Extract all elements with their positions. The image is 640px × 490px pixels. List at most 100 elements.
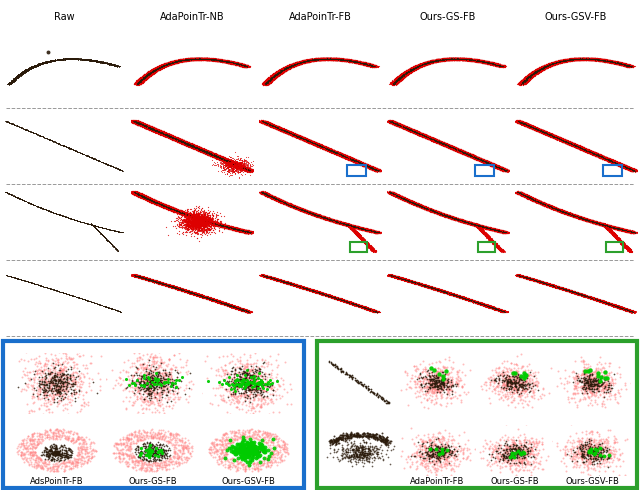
Point <box>239 163 249 171</box>
Point <box>63 214 73 221</box>
Point <box>331 293 341 301</box>
Point <box>302 138 312 146</box>
Point <box>517 77 527 85</box>
Point <box>355 302 365 310</box>
Point <box>518 454 529 462</box>
Point <box>285 200 295 208</box>
Point <box>200 55 210 63</box>
Point <box>358 225 369 233</box>
Point <box>386 118 396 126</box>
Point <box>494 61 504 69</box>
Point <box>239 226 249 234</box>
Point <box>595 151 605 159</box>
Point <box>566 287 576 295</box>
Point <box>602 56 612 64</box>
Point <box>532 125 542 133</box>
Point <box>13 122 24 130</box>
Point <box>170 136 180 144</box>
Point <box>246 433 257 441</box>
Point <box>214 298 225 306</box>
Point <box>532 68 542 76</box>
Point <box>388 118 399 126</box>
Point <box>465 55 475 63</box>
Point <box>559 208 570 216</box>
Point <box>172 57 182 65</box>
Point <box>236 453 246 461</box>
Point <box>207 296 217 304</box>
Point <box>520 119 531 127</box>
Point <box>144 196 154 203</box>
Point <box>376 434 386 441</box>
Point <box>268 72 278 80</box>
Point <box>452 216 463 223</box>
Point <box>455 215 465 223</box>
Point <box>429 58 440 66</box>
Point <box>447 214 458 221</box>
Point <box>140 74 150 82</box>
Point <box>572 213 582 221</box>
Point <box>211 154 221 162</box>
Point <box>281 198 291 206</box>
Point <box>463 218 474 226</box>
Point <box>589 217 599 224</box>
Point <box>602 57 612 65</box>
Point <box>388 272 399 280</box>
Point <box>367 62 377 70</box>
Point <box>438 379 449 387</box>
Point <box>230 225 241 233</box>
Point <box>162 59 172 67</box>
Point <box>275 70 285 77</box>
Point <box>423 443 433 451</box>
Point <box>9 192 19 200</box>
Point <box>262 78 273 86</box>
Point <box>573 435 583 442</box>
Point <box>519 120 529 128</box>
Point <box>278 278 289 286</box>
Point <box>294 283 304 291</box>
Point <box>445 144 456 152</box>
Point <box>172 136 182 144</box>
Point <box>520 192 530 200</box>
Point <box>355 232 365 240</box>
Point <box>529 73 539 80</box>
Point <box>582 147 592 155</box>
Point <box>529 125 539 133</box>
Point <box>134 78 144 86</box>
Point <box>276 276 286 284</box>
Point <box>222 300 232 308</box>
Point <box>465 151 476 159</box>
Point <box>216 372 227 380</box>
Point <box>328 54 339 62</box>
Point <box>330 149 340 157</box>
Point <box>558 135 568 143</box>
Point <box>438 140 449 147</box>
Point <box>444 56 454 64</box>
Point <box>210 55 220 63</box>
Point <box>308 210 318 218</box>
Point <box>257 119 268 127</box>
Point <box>239 62 250 70</box>
Point <box>149 276 159 284</box>
Point <box>457 217 467 225</box>
Point <box>365 165 376 173</box>
Point <box>204 150 214 158</box>
Point <box>463 296 474 304</box>
Point <box>333 55 343 63</box>
Point <box>152 129 163 137</box>
Point <box>320 144 330 151</box>
Point <box>218 154 228 162</box>
Point <box>460 150 470 158</box>
Point <box>470 153 481 161</box>
Point <box>187 55 197 63</box>
Point <box>514 118 524 126</box>
Point <box>370 165 380 173</box>
Point <box>302 56 312 64</box>
Point <box>198 216 209 223</box>
Point <box>239 166 250 173</box>
Point <box>156 65 166 73</box>
Point <box>416 281 426 289</box>
Point <box>442 442 452 450</box>
Point <box>437 56 447 64</box>
Point <box>570 288 580 296</box>
Point <box>607 58 617 66</box>
